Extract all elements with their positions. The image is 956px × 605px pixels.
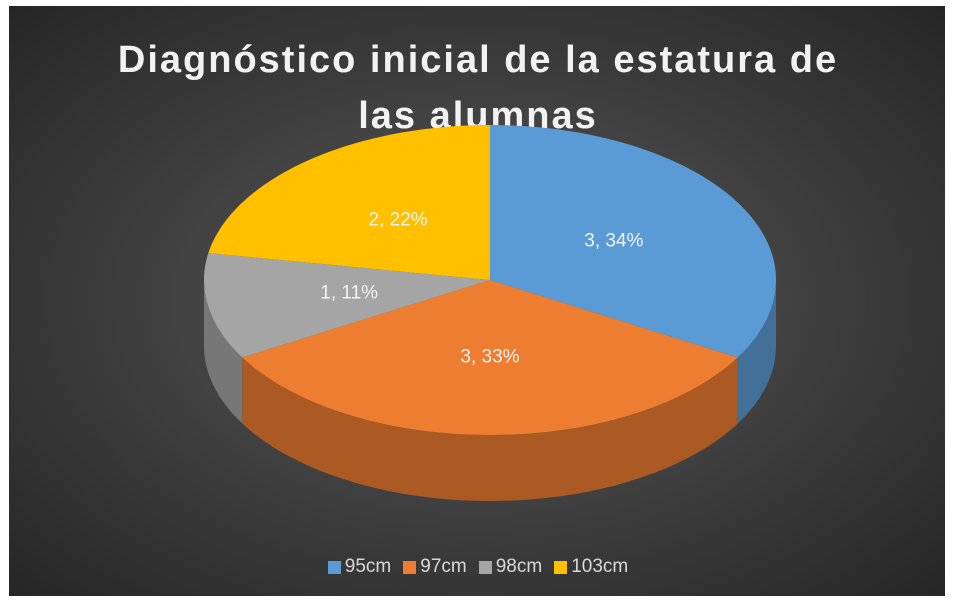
slice <box>490 125 776 358</box>
slice <box>204 253 490 358</box>
data-label: 1, 11% <box>320 282 378 303</box>
legend-item: 95cm <box>327 556 392 578</box>
data-label: 3, 34% <box>584 230 643 251</box>
legend-swatch <box>478 560 492 574</box>
legend-swatch <box>327 560 341 574</box>
legend-label: 98cm <box>495 556 543 577</box>
legend: 95cm 97cm 98cm 103cm <box>0 556 956 578</box>
slice <box>208 125 491 280</box>
chart-title: Diagnóstico inicial de la estatura de la… <box>117 39 839 137</box>
legend-item: 98cm <box>478 556 543 578</box>
legend-label: 95cm <box>344 556 392 577</box>
slice <box>242 280 738 435</box>
slice-side <box>242 357 738 501</box>
legend-item: 97cm <box>403 556 467 578</box>
legend-swatch <box>554 560 568 574</box>
legend-label: 97cm <box>420 556 467 577</box>
slice-side <box>204 280 243 424</box>
legend-swatch <box>403 560 417 574</box>
data-label: 3, 33% <box>460 347 519 368</box>
data-label: 2, 22% <box>369 210 428 231</box>
legend-label: 103cm <box>571 556 629 577</box>
slice-side <box>737 280 776 424</box>
legend-item: 103cm <box>554 556 628 578</box>
